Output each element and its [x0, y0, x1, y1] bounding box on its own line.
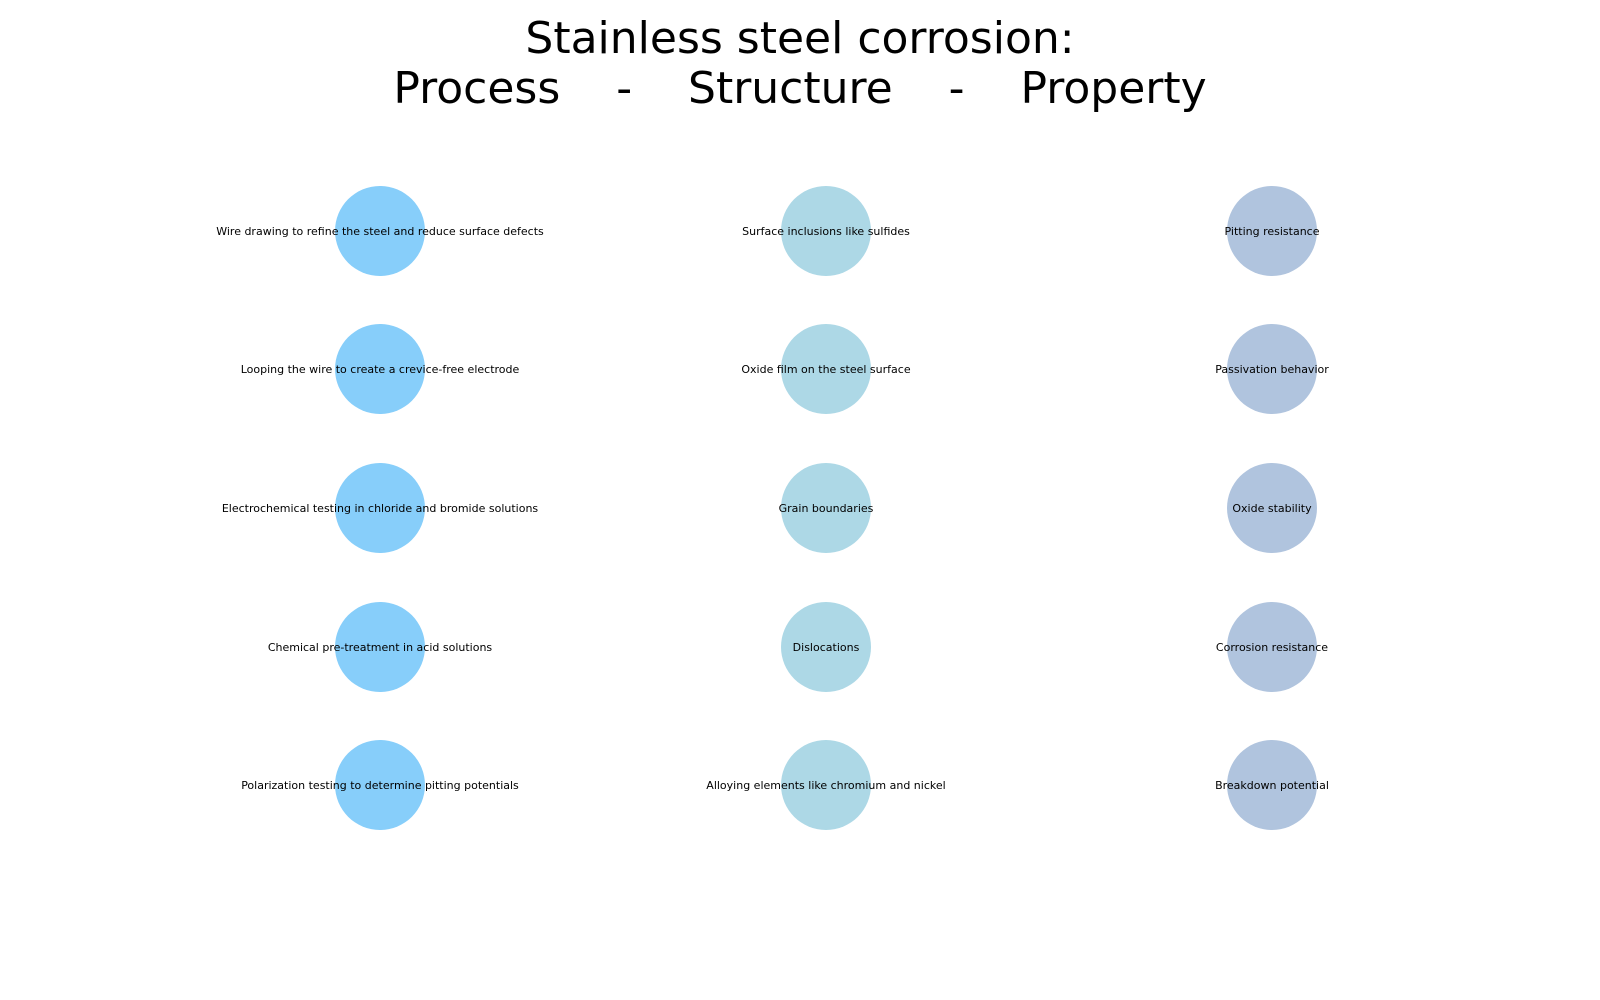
title-line-2: Process - Structure - Property [393, 63, 1207, 114]
structure-node-label: Grain boundaries [779, 502, 874, 515]
structure-column: Surface inclusions like sulfides Oxide fi… [706, 186, 946, 830]
structure-node-circle [781, 463, 871, 553]
property-node-label: Oxide stability [1232, 502, 1312, 515]
property-node-circle [1227, 463, 1317, 553]
structure-node-circle [781, 740, 871, 830]
structure-node-circle [781, 186, 871, 276]
structure-node-label: Dislocations [793, 641, 860, 654]
structure-node-4: Dislocations [781, 602, 871, 692]
property-node-label: Pitting resistance [1225, 225, 1320, 238]
process-node-label: Looping the wire to create a crevice-fre… [241, 363, 520, 376]
process-node-3: Electrochemical testing in chloride and … [222, 463, 539, 553]
property-node-label: Breakdown potential [1215, 779, 1329, 792]
title-line-1: Stainless steel corrosion: [525, 13, 1075, 64]
property-node-label: Corrosion resistance [1216, 641, 1328, 654]
process-node-label: Wire drawing to refine the steel and red… [216, 225, 544, 238]
process-node-circle [335, 463, 425, 553]
structure-node-5: Alloying elements like chromium and nick… [706, 740, 946, 830]
property-column: Pitting resistance Passivation behavior Ox… [1215, 186, 1329, 830]
process-column: Wire drawing to refine the steel and red… [216, 186, 544, 830]
property-node-2: Passivation behavior [1215, 324, 1329, 414]
property-node-circle [1227, 324, 1317, 414]
process-node-label: Electrochemical testing in chloride and … [222, 502, 539, 515]
structure-node-2: Oxide film on the steel surface [741, 324, 911, 414]
property-node-circle [1227, 602, 1317, 692]
property-node-circle [1227, 186, 1317, 276]
diagram-title: Stainless steel corrosion: Process - Str… [0, 14, 1600, 114]
structure-node-1: Surface inclusions like sulfides [742, 186, 910, 276]
process-node-1: Wire drawing to refine the steel and red… [216, 186, 544, 276]
property-node-1: Pitting resistance [1225, 186, 1320, 276]
property-node-3: Oxide stability [1227, 463, 1317, 553]
process-node-circle [335, 324, 425, 414]
structure-node-circle [781, 324, 871, 414]
property-node-circle [1227, 740, 1317, 830]
property-node-5: Breakdown potential [1215, 740, 1329, 830]
structure-node-circle [781, 602, 871, 692]
process-node-circle [335, 186, 425, 276]
property-node-label: Passivation behavior [1215, 363, 1329, 376]
nodes-layer: Wire drawing to refine the steel and red… [216, 186, 1329, 830]
process-node-circle [335, 602, 425, 692]
process-node-label: Polarization testing to determine pittin… [241, 779, 519, 792]
structure-node-label: Oxide film on the steel surface [741, 363, 910, 376]
structure-node-label: Alloying elements like chromium and nick… [706, 779, 945, 792]
process-node-circle [335, 740, 425, 830]
process-node-label: Chemical pre-treatment in acid solutions [268, 641, 493, 654]
structure-node-3: Grain boundaries [779, 463, 874, 553]
process-node-2: Looping the wire to create a crevice-fre… [241, 324, 520, 414]
structure-node-label: Surface inclusions like sulfides [742, 225, 910, 238]
process-node-5: Polarization testing to determine pittin… [241, 740, 519, 830]
process-node-4: Chemical pre-treatment in acid solutions [268, 602, 493, 692]
property-node-4: Corrosion resistance [1216, 602, 1328, 692]
